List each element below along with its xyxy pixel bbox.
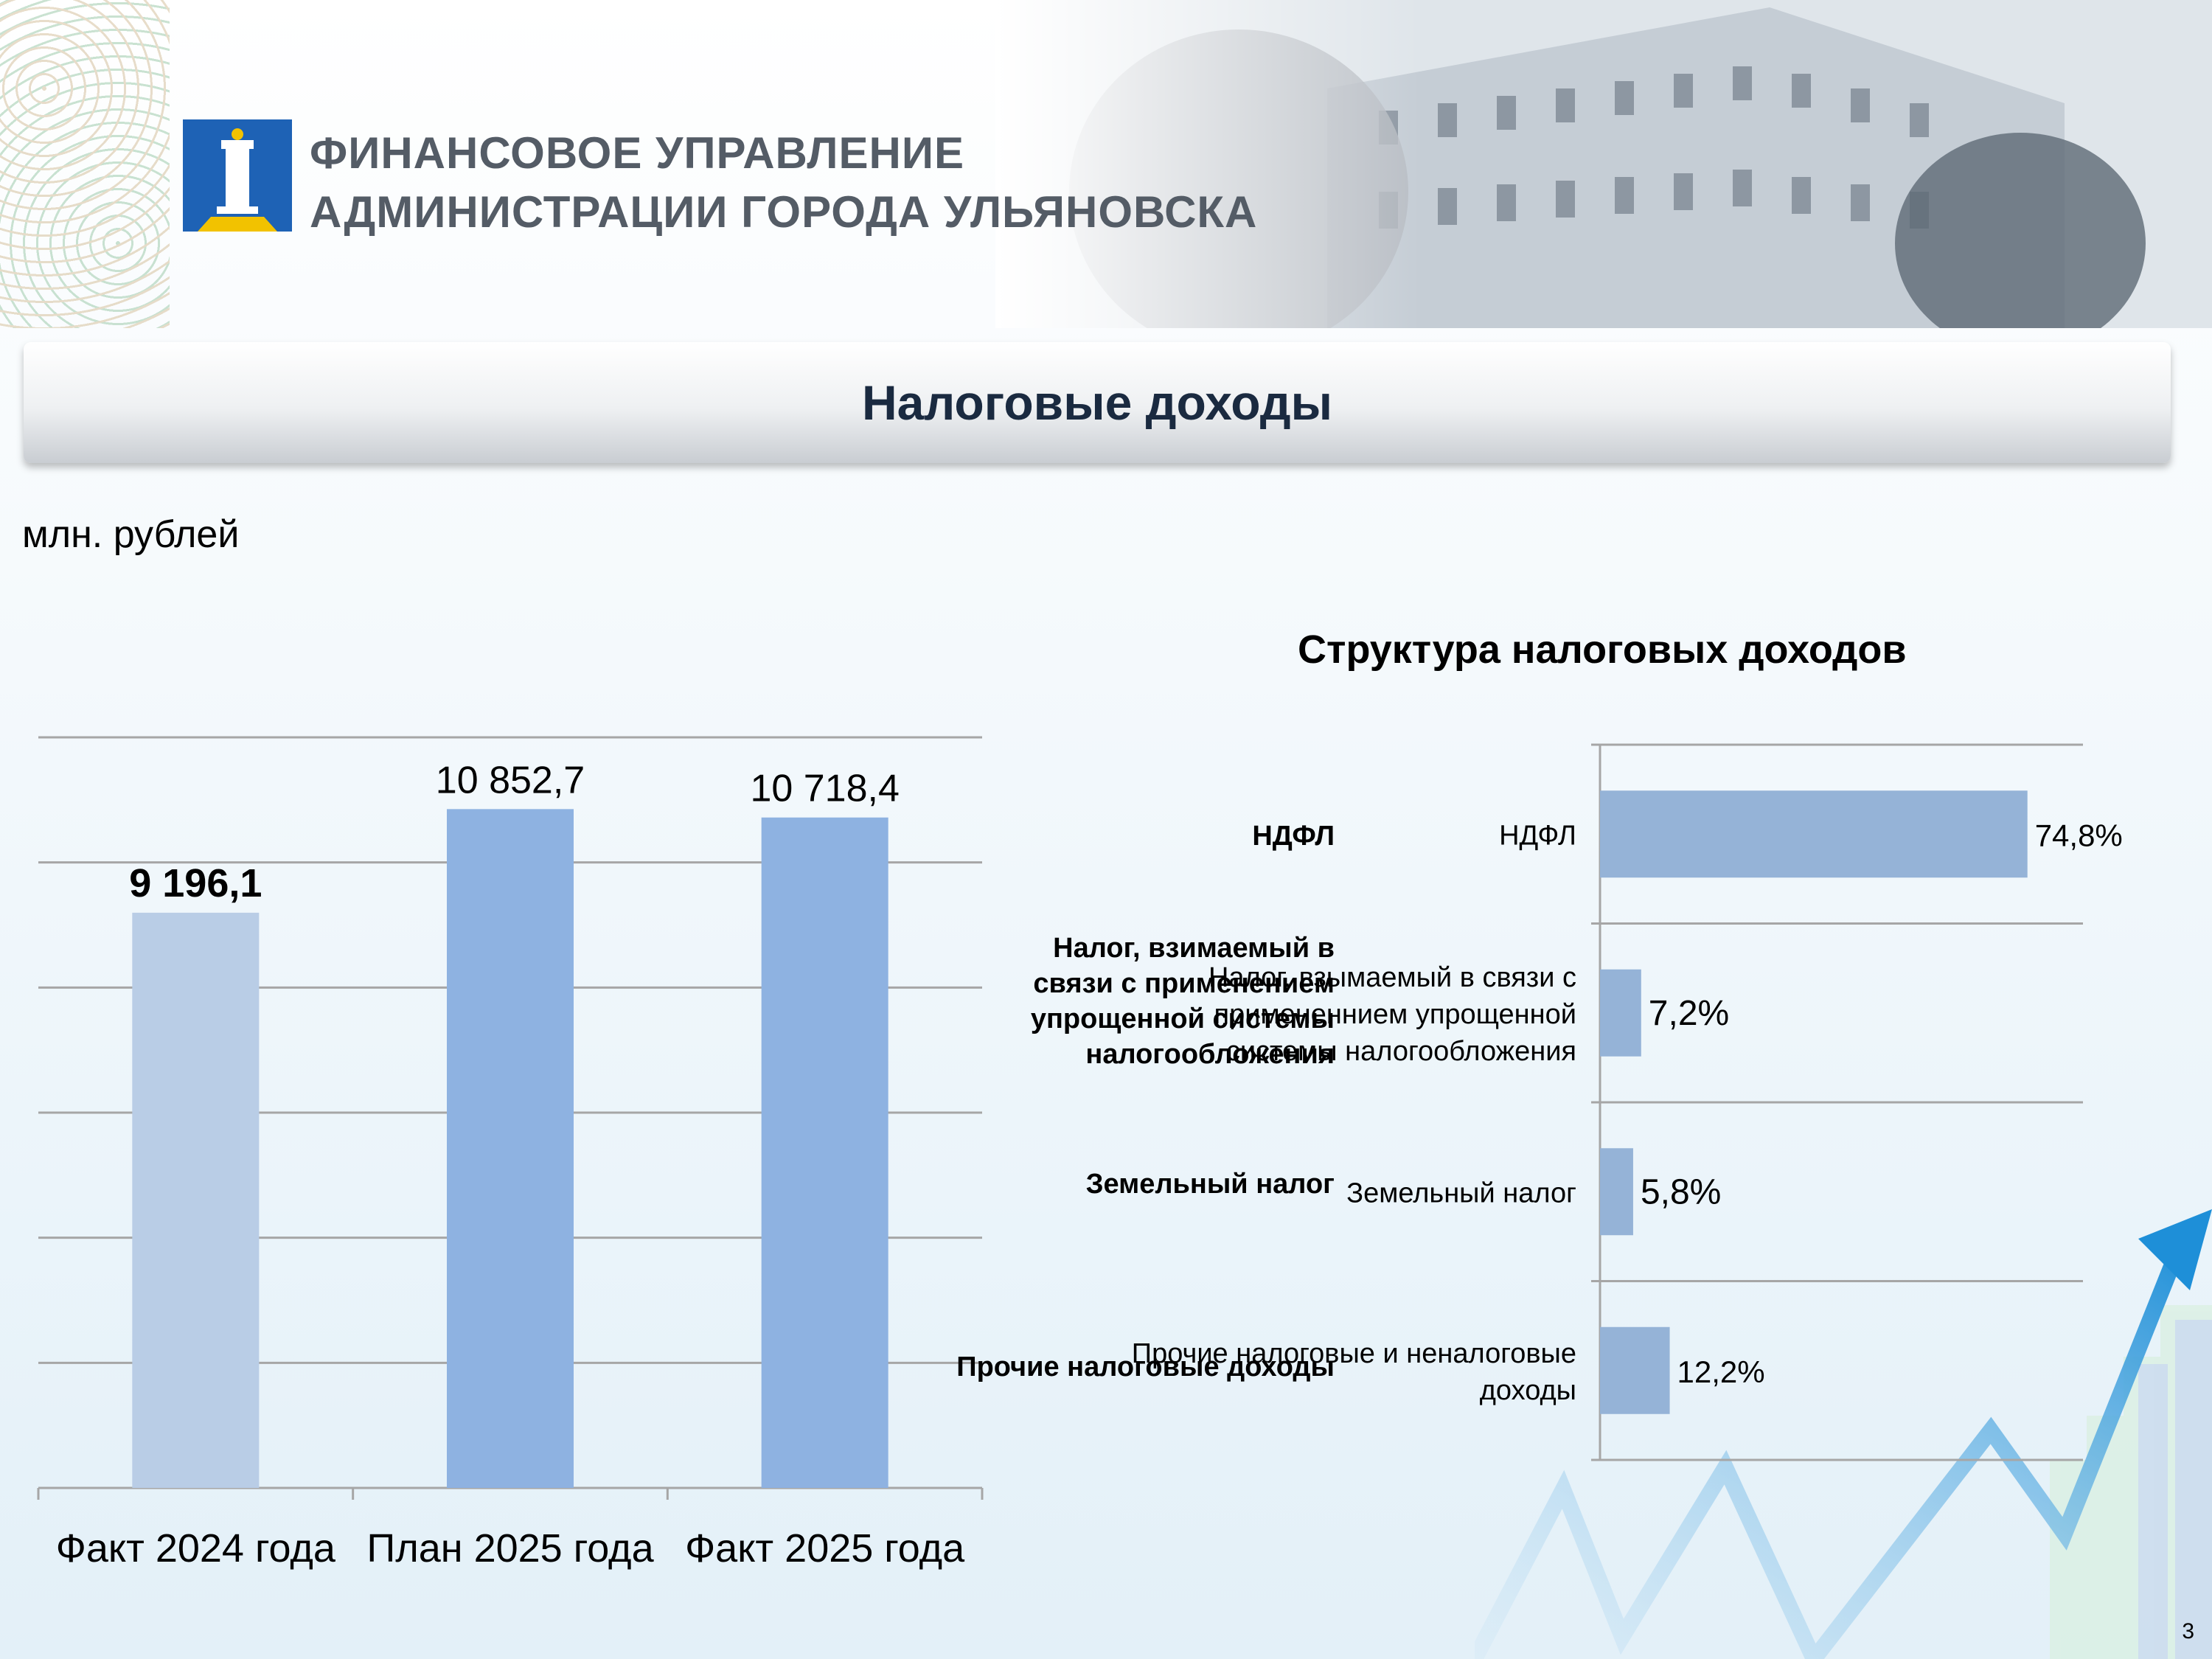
header-banner: ФИНАНСОВОЕ УПРАВЛЕНИЕ АДМИНИСТРАЦИИ ГОРО…: [0, 0, 2212, 328]
structure-chart-title: Структура налоговых доходов: [1298, 627, 1907, 672]
x-tick-label: План 2025 года: [366, 1526, 654, 1571]
building-photo: [995, 0, 2212, 328]
overlay-label: Прочие налоговые доходы: [956, 1352, 1335, 1382]
page-number: 3: [2182, 1619, 2194, 1644]
bar: [447, 809, 574, 1488]
x-tick-label: Факт 2024 года: [56, 1526, 336, 1571]
y-tick-label: примененнием упрощенной: [1214, 999, 1576, 1030]
title-bar: Налоговые доходы: [24, 342, 2171, 463]
overlay-label: Земельный налог: [1085, 1169, 1335, 1200]
y-tick-label: доходы: [1480, 1375, 1576, 1406]
structure-overlay-labels: НДФЛ Налог, взимаемый в связи с применен…: [855, 811, 1335, 1438]
city-emblem-icon: [183, 119, 292, 232]
bar-value-label: 9 196,1: [129, 861, 262, 905]
tax-structure-bar-chart: 74,8% НДФЛ 7,2% Налог, взымаемый в связи с п…: [1132, 743, 2123, 1461]
overlay-label: НДФЛ: [1252, 821, 1335, 852]
growth-arrow-decoration: [1475, 1209, 2212, 1659]
overlay-label: Налог, взимаемый в связи с применением у…: [1030, 933, 1335, 1070]
y-tick-label: НДФЛ: [1499, 820, 1576, 851]
units-label: млн. рублей: [22, 513, 240, 556]
y-tick-label: Налог, взымаемый в связи с: [1208, 962, 1576, 993]
tax-revenue-bar-chart: 9 196,1 Факт 2024 года 10 852,7 План 2025 г…: [37, 736, 984, 1571]
bar: [761, 817, 888, 1488]
bar: [1600, 1326, 1670, 1414]
org-name-line2: АДМИНИСТРАЦИИ ГОРОДА УЛЬЯНОВСКА: [310, 187, 1258, 237]
y-tick-label: Прочие налоговые и неналоговые: [1132, 1338, 1576, 1369]
bar-value-label: 10 718,4: [750, 768, 899, 810]
bar-value-label: 7,2%: [1649, 994, 1729, 1033]
org-name-line1: ФИНАНСОВОЕ УПРАВЛЕНИЕ: [310, 128, 964, 178]
ornament-pattern: [0, 0, 170, 328]
bar: [132, 912, 260, 1488]
slide-title: Налоговые доходы: [862, 375, 1332, 430]
bar: [1600, 790, 2028, 878]
bar-value-label: 10 852,7: [436, 759, 585, 801]
bar-value-label: 12,2%: [1677, 1354, 1765, 1389]
bar: [1600, 969, 1641, 1057]
x-tick-label: Факт 2025 года: [685, 1526, 965, 1571]
bar: [1600, 1148, 1633, 1236]
y-tick-label: системы налогообложения: [1226, 1036, 1576, 1067]
bar-value-label: 5,8%: [1641, 1172, 1721, 1211]
bar-value-label: 74,8%: [2035, 818, 2123, 852]
y-tick-label: Земельный налог: [1346, 1178, 1576, 1208]
organization-name: ФИНАНСОВОЕ УПРАВЛЕНИЕ АДМИНИСТРАЦИИ ГОРО…: [310, 124, 1257, 242]
